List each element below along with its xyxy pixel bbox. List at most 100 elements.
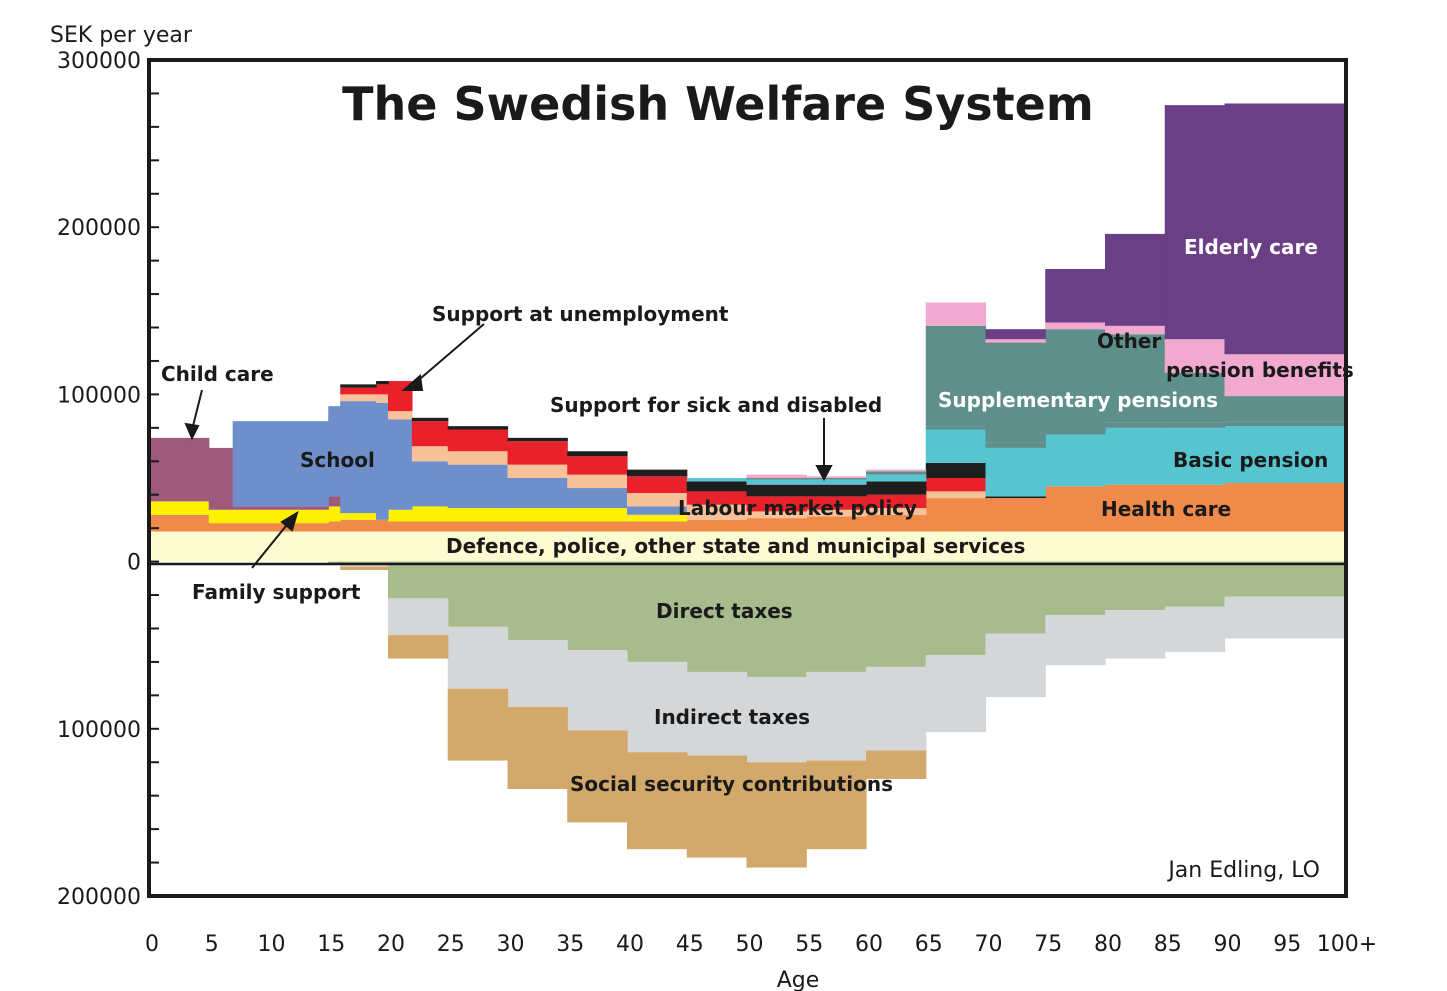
area-segment-defence-police-other-state-and-municipal-services — [1045, 531, 1106, 562]
area-segment-defence-police-other-state-and-municipal-services — [507, 531, 568, 562]
area-segment-direct-taxes — [746, 561, 807, 677]
area-segment-direct-taxes — [1105, 561, 1166, 611]
area-segment-family-support — [232, 509, 329, 524]
area-segment-family-support — [328, 506, 341, 522]
area-segment-band-5 — [567, 474, 628, 489]
area-segment-band-11 — [1045, 329, 1106, 430]
label-labour-market-policy: Labour market policy — [678, 496, 917, 520]
area-segment-basic-pension — [1045, 434, 1106, 487]
x-axis-ticks: 0 5 10 15 20 25 30 35 40 45 50 55 60 65 70 75 80 85 90 95 10… — [145, 932, 1377, 957]
label-health-care: Health care — [1101, 497, 1231, 521]
area-segment-support-at-unemployment — [746, 496, 807, 512]
chart-title: The Swedish Welfare System — [342, 77, 1094, 131]
x-tick-label: 80 — [1094, 932, 1122, 957]
area-segment-family-support — [388, 509, 413, 522]
area-segment-defence-police-other-state-and-municipal-services — [232, 531, 329, 562]
area-segment-direct-taxes — [1224, 561, 1345, 597]
label-other: Other — [1097, 329, 1161, 353]
x-tick-label: 85 — [1154, 932, 1182, 957]
area-segment-indirect-taxes — [411, 598, 449, 636]
area-segment-band-11 — [1224, 396, 1345, 422]
area-segment-support-for-sick-and-disabled — [806, 484, 867, 497]
label-child-care: Child care — [161, 362, 274, 386]
area-segment-health-care — [1164, 484, 1226, 532]
area-segment-social-security-contributions — [686, 755, 748, 858]
area-segment-social-security-contributions — [340, 566, 377, 570]
area-segment-basic-pension — [1164, 427, 1226, 485]
area-segment-family-support — [627, 514, 688, 522]
area-segment-family-support — [149, 501, 210, 515]
area-segment-support-for-sick-and-disabled — [627, 469, 688, 477]
unemployment-arrow — [413, 323, 485, 385]
label-social-security: Social security contributions — [570, 772, 893, 796]
chart-areas — [149, 103, 1345, 868]
area-segment-elderly-care — [1224, 103, 1345, 355]
area-segment-defence-police-other-state-and-municipal-services — [340, 531, 377, 562]
annotation-arrows — [184, 323, 833, 569]
area-segment-health-care — [925, 498, 987, 532]
area-segment-indirect-taxes — [388, 598, 413, 636]
area-segment-defence-police-other-state-and-municipal-services — [866, 531, 927, 562]
child-care-arrowhead — [184, 422, 200, 441]
area-segment-social-security-contributions — [411, 635, 449, 659]
area-segment-defence-police-other-state-and-municipal-services — [1164, 531, 1226, 562]
area-segment-support-for-sick-and-disabled — [686, 481, 748, 492]
area-segment-school — [328, 406, 341, 497]
area-segment-school — [627, 506, 688, 515]
area-segment-child-care — [328, 496, 341, 507]
area-segment-support-for-sick-and-disabled — [567, 451, 628, 457]
label-school: School — [300, 448, 375, 472]
area-segment-band-11 — [925, 325, 987, 427]
label-defence: Defence, police, other state and municip… — [446, 534, 1025, 558]
area-segment-direct-taxes — [985, 561, 1046, 634]
area-segment-support-for-sick-and-disabled — [925, 462, 987, 478]
area-segment-social-security-contributions — [806, 760, 867, 850]
area-segment-indirect-taxes — [925, 655, 987, 733]
area-segment-family-support — [411, 506, 449, 522]
area-segment-health-care — [340, 519, 377, 532]
area-segment-support-at-unemployment — [806, 496, 867, 510]
area-segment-school — [388, 419, 413, 510]
area-segment-school — [447, 464, 509, 509]
area-segment-support-at-unemployment — [447, 429, 509, 452]
area-segment-labour-market-policy — [806, 509, 867, 517]
area-segment-other-pension-benefits — [1045, 322, 1106, 330]
area-segment-school — [567, 488, 628, 509]
area-segment-labour-market-policy — [686, 504, 748, 520]
x-tick-label: 60 — [855, 932, 883, 957]
area-segment-band-5 — [376, 394, 389, 403]
x-tick-label: 90 — [1214, 932, 1242, 957]
area-segment-labour-market-policy — [746, 511, 807, 519]
area-segment-direct-taxes — [925, 561, 987, 656]
area-segment-indirect-taxes — [985, 633, 1046, 698]
x-tick-label: 5 — [205, 932, 219, 957]
area-segment-school — [376, 402, 389, 520]
area-segment-other-pension-benefits — [806, 476, 867, 478]
area-segment-health-care — [866, 514, 927, 532]
area-segment-indirect-taxes — [1164, 606, 1226, 652]
area-segment-direct-taxes — [627, 561, 688, 662]
area-segment-support-for-sick-and-disabled — [746, 484, 807, 497]
area-segment-defence-police-other-state-and-municipal-services — [985, 531, 1046, 562]
area-segment-supplementary-pensions — [1224, 421, 1345, 427]
area-segment-direct-taxes — [806, 561, 867, 672]
area-segment-band-5 — [507, 464, 568, 478]
area-segment-direct-taxes — [447, 561, 509, 627]
area-segment-social-security-contributions — [376, 566, 389, 570]
label-family-support: Family support — [192, 580, 361, 604]
area-segment-health-care — [985, 498, 1046, 532]
area-segment-other-pension-benefits — [1164, 339, 1226, 373]
area-segment-social-security-contributions — [507, 707, 568, 789]
area-segment-indirect-taxes — [376, 564, 389, 567]
area-segment-band-11 — [866, 471, 927, 475]
area-segment-family-support — [208, 509, 234, 524]
area-segment-child-care — [232, 506, 329, 510]
area-segment-social-security-contributions — [388, 635, 413, 659]
area-segment-defence-police-other-state-and-municipal-services — [746, 531, 807, 562]
area-segment-supplementary-pensions — [1045, 429, 1106, 435]
x-tick-label: 0 — [145, 932, 159, 957]
area-segment-family-support — [507, 508, 568, 522]
area-segment-band-11 — [985, 342, 1046, 443]
area-segment-direct-taxes — [1045, 561, 1106, 616]
y-axis-title: SEK per year — [50, 23, 193, 48]
